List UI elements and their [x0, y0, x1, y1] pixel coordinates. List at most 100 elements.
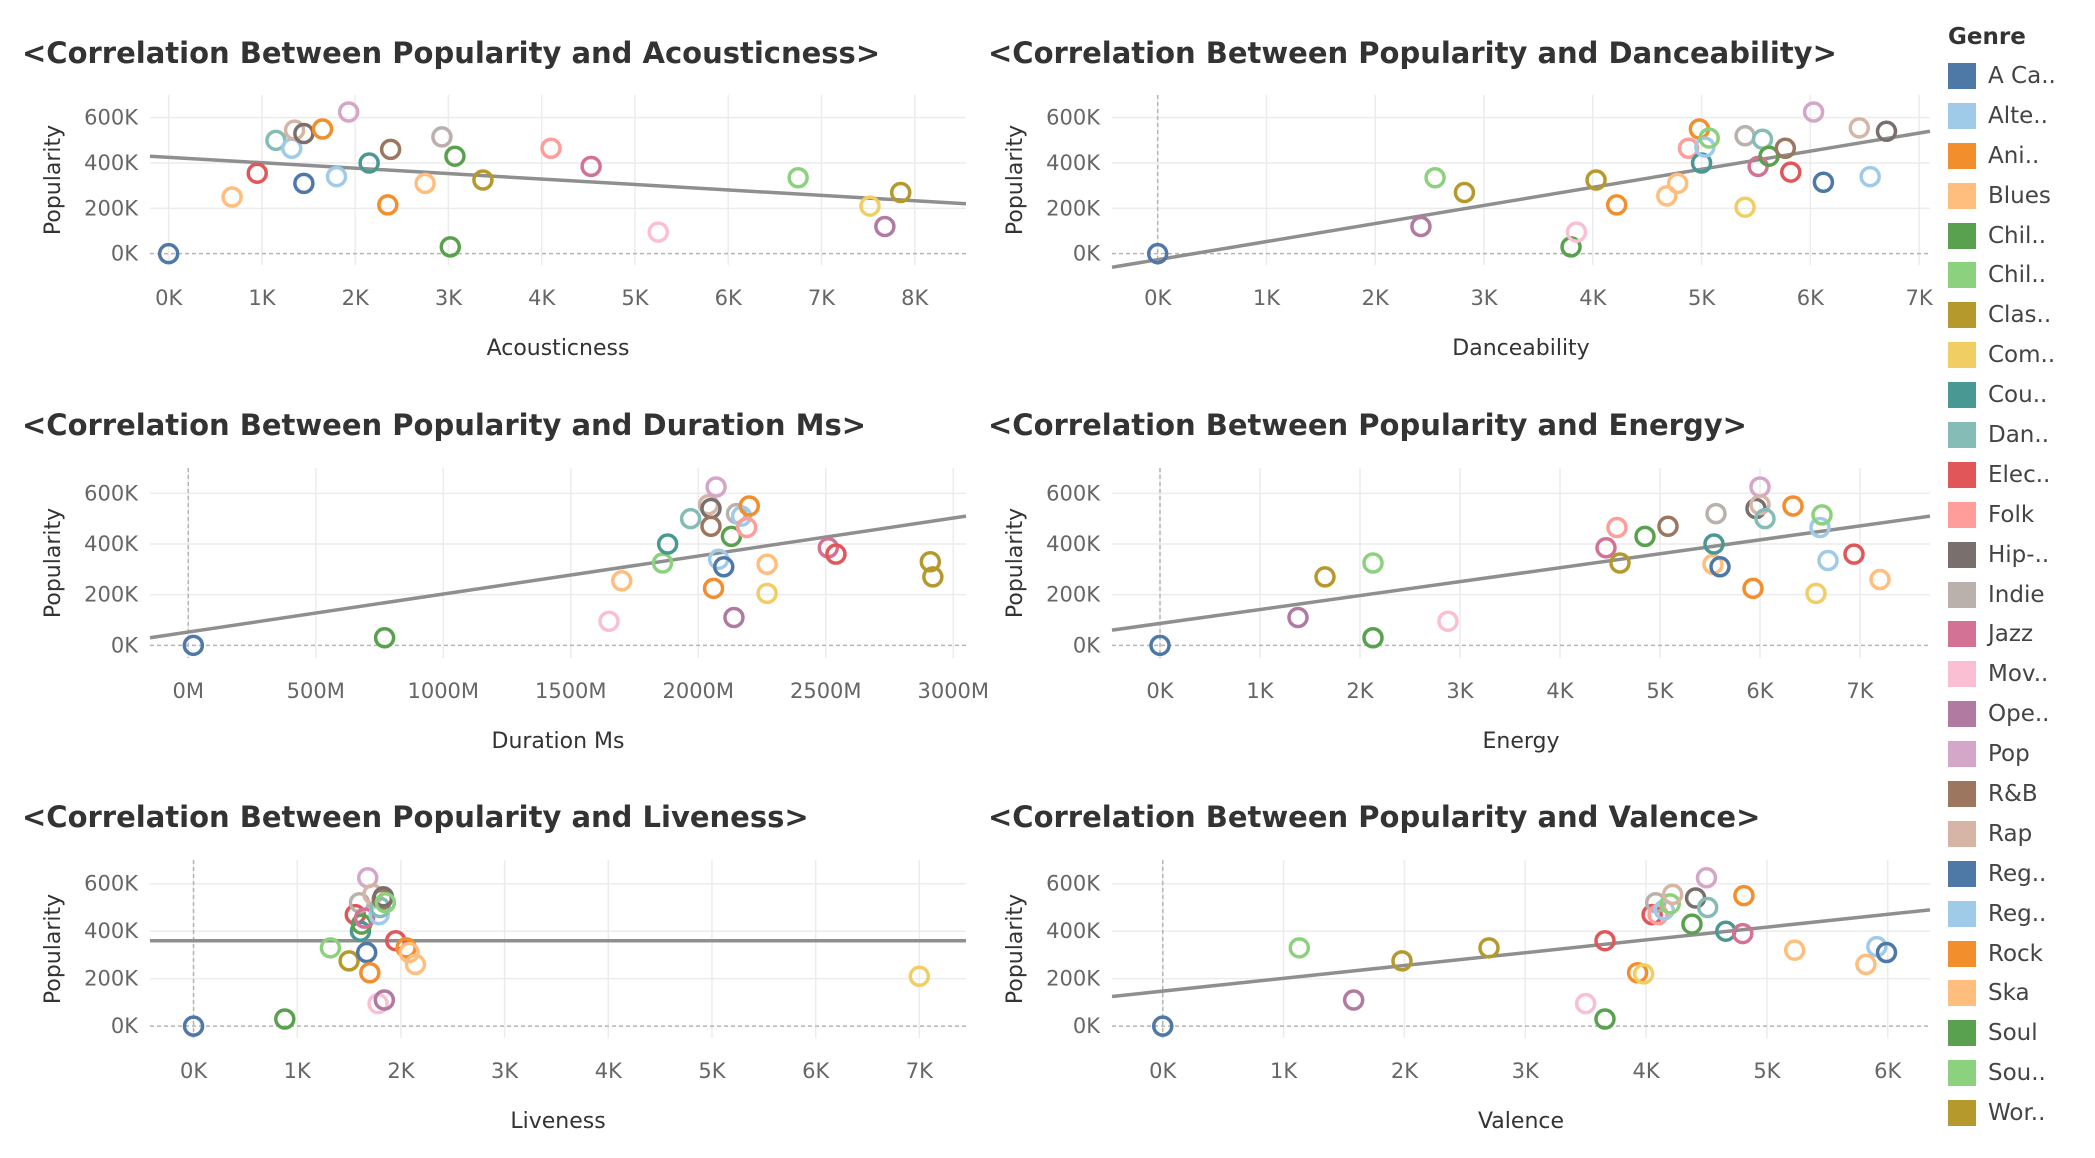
data-point[interactable]	[1734, 125, 1756, 147]
data-point[interactable]	[700, 515, 722, 538]
legend-item[interactable]: Alte..	[1948, 96, 2088, 136]
data-point[interactable]	[1362, 626, 1384, 649]
data-point[interactable]	[369, 896, 391, 919]
data-point[interactable]	[283, 119, 306, 141]
data-point[interactable]	[723, 606, 745, 629]
legend-item[interactable]: Indie	[1948, 575, 2088, 615]
data-point[interactable]	[373, 626, 396, 649]
data-point[interactable]	[1659, 893, 1681, 915]
data-point[interactable]	[919, 550, 942, 573]
data-point[interactable]	[1641, 903, 1663, 926]
data-point[interactable]	[1703, 533, 1725, 555]
legend-item[interactable]: Pop	[1948, 734, 2088, 774]
legend-item[interactable]: Cou..	[1948, 375, 2088, 415]
data-point[interactable]	[355, 941, 378, 964]
data-point[interactable]	[221, 186, 243, 208]
data-point[interactable]	[540, 137, 562, 160]
data-point[interactable]	[311, 118, 334, 140]
data-point[interactable]	[713, 556, 735, 578]
data-point[interactable]	[647, 221, 670, 243]
data-point[interactable]	[337, 101, 360, 123]
data-point[interactable]	[374, 891, 397, 914]
legend-item[interactable]: Folk	[1948, 495, 2088, 535]
legend-item[interactable]: Dan..	[1948, 415, 2088, 455]
data-point[interactable]	[1594, 1008, 1616, 1030]
data-point[interactable]	[414, 172, 436, 195]
data-point[interactable]	[1811, 504, 1833, 526]
data-point[interactable]	[157, 242, 180, 265]
data-point[interactable]	[358, 152, 380, 174]
data-point[interactable]	[1783, 939, 1806, 961]
data-point[interactable]	[1681, 913, 1703, 935]
data-point[interactable]	[1780, 161, 1802, 183]
data-point[interactable]	[1632, 963, 1655, 985]
data-point[interactable]	[1731, 922, 1754, 945]
data-point[interactable]	[580, 155, 602, 178]
data-point[interactable]	[1595, 537, 1617, 559]
legend-item[interactable]: Rock	[1948, 934, 2088, 974]
data-point[interactable]	[338, 950, 360, 972]
data-point[interactable]	[1574, 992, 1597, 1015]
data-point[interactable]	[1705, 502, 1727, 525]
data-point[interactable]	[246, 162, 268, 184]
legend-item[interactable]: Hip-..	[1948, 535, 2088, 575]
data-point[interactable]	[1734, 196, 1756, 218]
data-point[interactable]	[274, 1008, 296, 1030]
data-point[interactable]	[922, 566, 944, 588]
data-point[interactable]	[1605, 194, 1628, 216]
data-point[interactable]	[377, 194, 399, 216]
data-point[interactable]	[705, 476, 727, 498]
data-point[interactable]	[1288, 937, 1311, 959]
data-point[interactable]	[439, 236, 462, 258]
legend-item[interactable]: Blues	[1948, 176, 2088, 216]
data-point[interactable]	[293, 172, 315, 195]
legend-item[interactable]: Ani..	[1948, 136, 2088, 176]
data-point[interactable]	[1410, 215, 1432, 238]
data-point[interactable]	[1314, 566, 1336, 588]
data-point[interactable]	[319, 937, 342, 959]
data-point[interactable]	[325, 165, 348, 188]
legend-item[interactable]: Ska	[1948, 973, 2088, 1013]
data-point[interactable]	[1875, 120, 1898, 143]
legend-item[interactable]: Ope..	[1948, 694, 2088, 734]
data-point[interactable]	[1585, 169, 1607, 191]
data-point[interactable]	[359, 961, 381, 984]
data-point[interactable]	[1594, 929, 1616, 952]
data-point[interactable]	[1733, 884, 1755, 907]
data-point[interactable]	[353, 907, 376, 929]
data-point[interactable]	[1437, 610, 1459, 633]
data-point[interactable]	[1805, 582, 1827, 605]
data-point[interactable]	[1657, 515, 1679, 538]
data-point[interactable]	[1609, 552, 1631, 574]
data-point[interactable]	[1848, 117, 1871, 139]
data-point[interactable]	[738, 495, 760, 517]
legend-item[interactable]: Reg..	[1948, 894, 2088, 934]
data-point[interactable]	[1478, 937, 1500, 959]
legend-item[interactable]: R&B	[1948, 774, 2088, 814]
data-point[interactable]	[1146, 242, 1169, 265]
data-point[interactable]	[1424, 166, 1446, 189]
data-point[interactable]	[756, 553, 778, 576]
data-point[interactable]	[379, 138, 402, 161]
data-point[interactable]	[1698, 127, 1720, 149]
legend-item[interactable]: Mov..	[1948, 654, 2088, 694]
data-point[interactable]	[1565, 221, 1588, 243]
legend-item[interactable]: Elec..	[1948, 455, 2088, 495]
legend-item[interactable]: Jazz	[1948, 614, 2088, 654]
data-point[interactable]	[1287, 606, 1309, 629]
data-point[interactable]	[825, 543, 847, 565]
data-point[interactable]	[1754, 507, 1776, 530]
data-point[interactable]	[787, 166, 809, 189]
data-point[interactable]	[1782, 495, 1804, 517]
data-point[interactable]	[1634, 525, 1656, 548]
data-point[interactable]	[756, 582, 778, 605]
legend-item[interactable]: Clas..	[1948, 295, 2088, 335]
data-point[interactable]	[182, 1015, 205, 1037]
data-point[interactable]	[908, 965, 931, 988]
data-point[interactable]	[1695, 867, 1718, 889]
data-point[interactable]	[1812, 171, 1835, 194]
legend-item[interactable]: A Ca..	[1948, 56, 2088, 96]
data-point[interactable]	[1453, 181, 1476, 204]
data-point[interactable]	[182, 634, 205, 657]
data-point[interactable]	[679, 507, 702, 530]
